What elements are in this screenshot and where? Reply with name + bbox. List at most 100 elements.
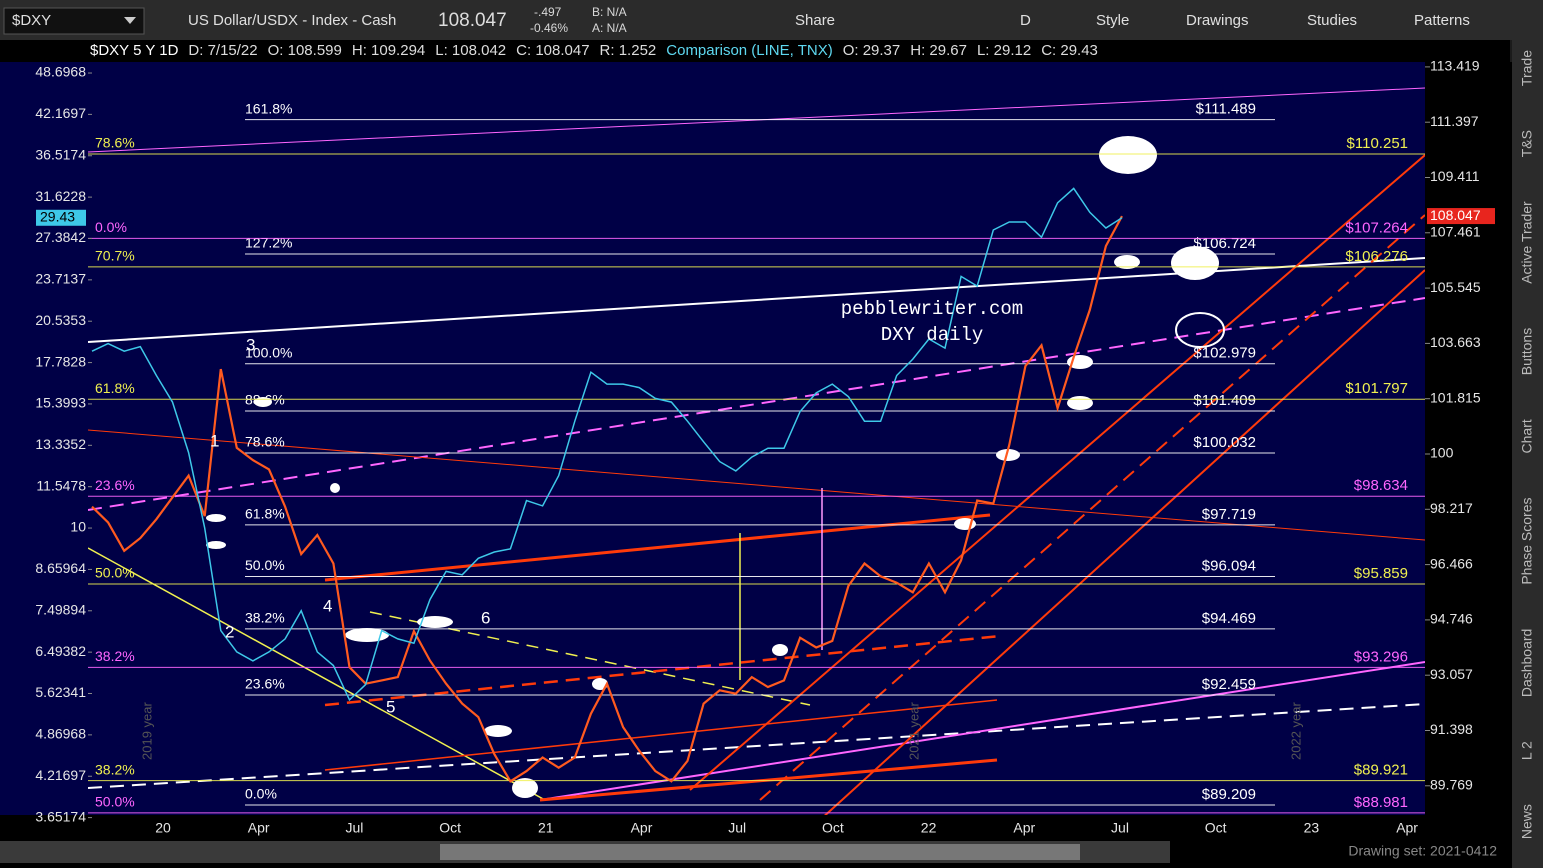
x-tick-label: 20 <box>155 820 171 836</box>
trendline <box>324 699 998 771</box>
y2-tick-label: 23.7137 <box>35 271 86 287</box>
wave-label: 2 <box>225 622 234 641</box>
x-tick-label: Apr <box>248 820 270 836</box>
sidebar-tab[interactable]: T&S <box>1519 130 1535 157</box>
y-tick-label: 91.398 <box>1430 721 1473 737</box>
sidebar <box>1512 40 1543 868</box>
y-tick-label: 89.769 <box>1430 776 1473 792</box>
trendline <box>539 661 1425 801</box>
marker <box>206 541 226 549</box>
watermark: DXY daily <box>881 324 984 346</box>
x-tick-label: Apr <box>1396 820 1418 836</box>
fib-pct: 0.0% <box>245 786 277 802</box>
fib-price: $88.981 <box>1354 794 1408 811</box>
x-tick-label: Oct <box>439 820 461 836</box>
y-tick-label: 93.057 <box>1430 666 1473 682</box>
sidebar-tab[interactable]: Active Trader <box>1519 201 1535 284</box>
fib-price: $98.634 <box>1354 477 1408 494</box>
fib-pct: 23.6% <box>245 676 285 692</box>
share-button[interactable]: Share <box>795 12 835 29</box>
info-item: H: 109.294 <box>352 42 425 59</box>
scroll-thumb[interactable] <box>440 844 1080 860</box>
patterns-button[interactable]: Patterns <box>1414 12 1470 29</box>
year-label: 2021 year <box>906 702 921 760</box>
y2-tick-label: 3.65174 <box>35 808 86 824</box>
fib-price: $101.409 <box>1193 392 1256 409</box>
drawings-button[interactable]: Drawings <box>1186 12 1249 29</box>
fib-pct: 50.0% <box>95 794 135 810</box>
y-tick-label: 94.746 <box>1430 611 1473 627</box>
trendline <box>324 513 991 582</box>
x-tick-label: Oct <box>822 820 844 836</box>
sidebar-tab[interactable]: Chart <box>1519 419 1535 453</box>
fib-pct: 78.6% <box>95 135 135 151</box>
period-button[interactable]: D <box>1020 12 1031 29</box>
y2-tick-label: 20.5353 <box>35 312 86 328</box>
fib-price: $96.094 <box>1202 557 1256 574</box>
y2-tick-label: 27.3842 <box>35 229 86 245</box>
y2-tick-label: 15.3993 <box>35 395 86 411</box>
fib-pct: 78.6% <box>245 434 285 450</box>
y2-tick-label: 42.1697 <box>35 105 86 121</box>
info-item: D: 7/15/22 <box>188 42 257 59</box>
y-tick-label: 100 <box>1430 445 1454 461</box>
x-tick-label: 23 <box>1304 820 1320 836</box>
fib-price: $92.459 <box>1202 676 1256 693</box>
fib-pct: 61.8% <box>245 506 285 522</box>
y-tick-label: 111.397 <box>1430 113 1479 129</box>
studies-button[interactable]: Studies <box>1307 12 1357 29</box>
marker <box>1067 396 1093 410</box>
x-tick-label: Oct <box>1205 820 1227 836</box>
fib-price: $100.032 <box>1193 434 1256 451</box>
price-tag-label: 108.047 <box>1430 207 1481 223</box>
marker <box>484 725 512 737</box>
info-item: O: 108.599 <box>268 42 342 59</box>
marker <box>1114 255 1140 269</box>
sidebar-tab[interactable]: Dashboard <box>1519 629 1535 698</box>
sidebar-tab[interactable]: L 2 <box>1519 741 1535 760</box>
fib-price: $110.251 <box>1347 135 1408 152</box>
channel-line <box>824 269 1425 815</box>
series-line <box>91 187 1123 702</box>
toolbar <box>0 0 1543 40</box>
trendline <box>88 703 1425 789</box>
fib-price: $101.797 <box>1345 380 1408 397</box>
x-tick-label: Apr <box>631 820 653 836</box>
fib-price: $107.264 <box>1345 219 1408 236</box>
wave-label: 6 <box>481 608 490 627</box>
info-group: $DXY 5 Y 1D D: 7/15/22 O: 108.599 H: 109.29… <box>90 42 1098 59</box>
trendline <box>88 547 546 801</box>
change-pct: -0.46% <box>530 21 568 35</box>
y-tick-label: 103.663 <box>1430 334 1481 350</box>
sidebar-tab[interactable]: News <box>1519 804 1535 839</box>
info-item: L: 108.042 <box>435 42 506 59</box>
style-button[interactable]: Style <box>1096 12 1129 29</box>
change: -.497 <box>534 5 562 19</box>
sidebar-tab[interactable]: Buttons <box>1519 328 1535 375</box>
info-item: O: 29.37 <box>843 42 901 59</box>
marker <box>996 449 1020 461</box>
plot-area <box>0 62 1425 815</box>
y-tick-label: 109.411 <box>1430 168 1480 184</box>
sidebar-tab[interactable]: Phase Scores <box>1519 498 1535 585</box>
price-tag <box>1427 208 1495 225</box>
channel-line <box>689 154 1425 791</box>
fib-price: $94.469 <box>1202 610 1256 627</box>
series-line <box>91 215 1123 783</box>
trendline <box>88 297 1425 511</box>
y-tick-label: 113.419 <box>1430 58 1480 74</box>
sidebar-tab[interactable]: Trade <box>1519 50 1535 86</box>
trendline <box>88 429 1425 541</box>
marker <box>512 778 538 798</box>
symbol-box[interactable] <box>3 7 145 35</box>
y2-tick-label: 17.7828 <box>35 353 86 369</box>
ask: A: N/A <box>592 21 627 35</box>
info-item: C: 29.43 <box>1041 42 1098 59</box>
info-item: R: 1.252 <box>600 42 657 59</box>
drawings <box>88 87 1425 815</box>
y-tick-label: 98.217 <box>1430 500 1473 516</box>
y2-tick-label: 7.49894 <box>35 601 86 617</box>
watermark: pebblewriter.com <box>841 298 1023 320</box>
y2-tick-label: 36.5174 <box>35 146 86 162</box>
fib-price: $102.979 <box>1193 345 1256 362</box>
